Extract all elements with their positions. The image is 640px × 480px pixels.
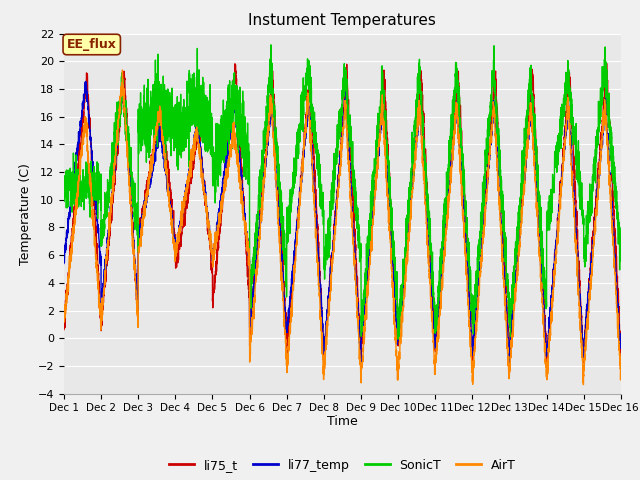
li75_t <box>616 345 624 350</box>
li75_t <box>467 328 475 334</box>
Line: li77_temp: li77_temp <box>64 82 621 363</box>
AirT <box>617 370 625 376</box>
li77_temp <box>616 340 624 346</box>
li77_temp <box>322 324 330 330</box>
AirT <box>161 149 168 155</box>
AirT <box>322 335 330 340</box>
li77_temp <box>60 261 68 266</box>
li75_t <box>60 327 68 333</box>
li75_t <box>506 370 513 375</box>
li75_t <box>603 60 611 66</box>
X-axis label: Time: Time <box>327 415 358 428</box>
li77_temp <box>436 278 444 284</box>
SonicT <box>499 206 507 212</box>
AirT <box>467 353 475 359</box>
AirT <box>616 366 624 372</box>
SonicT <box>267 42 275 48</box>
SonicT <box>468 301 476 307</box>
SonicT <box>60 191 68 196</box>
SonicT <box>160 84 168 89</box>
Line: li75_t: li75_t <box>64 63 621 372</box>
li77_temp <box>505 360 513 366</box>
AirT <box>499 272 507 278</box>
li75_t <box>322 331 330 336</box>
SonicT <box>617 240 625 245</box>
Y-axis label: Temperature (C): Temperature (C) <box>19 163 32 264</box>
Text: EE_flux: EE_flux <box>67 38 116 51</box>
li77_temp <box>82 79 90 84</box>
li75_t <box>499 228 506 234</box>
SonicT <box>394 336 402 342</box>
li75_t <box>617 350 625 356</box>
li77_temp <box>467 329 475 335</box>
Legend: li75_t, li77_temp, SonicT, AirT: li75_t, li77_temp, SonicT, AirT <box>164 454 521 477</box>
li75_t <box>436 286 444 292</box>
AirT <box>580 382 588 387</box>
SonicT <box>322 252 330 257</box>
AirT <box>60 304 68 310</box>
Line: AirT: AirT <box>64 70 621 384</box>
li75_t <box>160 135 168 141</box>
li77_temp <box>617 342 625 348</box>
Title: Instument Temperatures: Instument Temperatures <box>248 13 436 28</box>
li77_temp <box>499 246 507 252</box>
SonicT <box>436 246 444 252</box>
Line: SonicT: SonicT <box>64 45 621 339</box>
AirT <box>118 67 126 73</box>
li77_temp <box>161 161 168 167</box>
AirT <box>436 302 444 308</box>
SonicT <box>616 258 624 264</box>
